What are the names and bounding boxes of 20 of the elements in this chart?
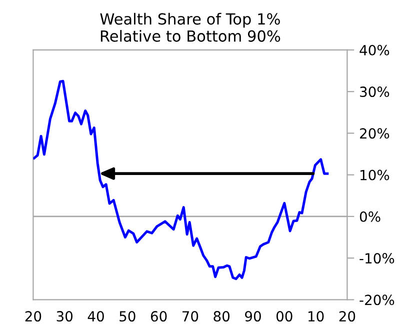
- x-tick-label: 80: [214, 311, 230, 322]
- y-tick-label: 10%: [360, 170, 390, 180]
- x-tick-label: 30: [56, 311, 73, 322]
- y-tick-label: 20%: [360, 128, 390, 139]
- y-tick-label: 0%: [360, 211, 380, 222]
- x-tick-label: 50: [120, 311, 136, 322]
- x-tick-label: 10: [308, 311, 324, 322]
- x-tick-label: 70: [182, 311, 198, 322]
- x-tick-label: 90: [245, 311, 261, 322]
- chart-title: Wealth Share of Top 1% Relative to Bottom 90%: [100, 12, 280, 42]
- y-tick-label: -20%: [360, 294, 394, 306]
- x-tick-label: 60: [150, 311, 167, 322]
- y-tick-label: -10%: [360, 253, 394, 264]
- y-tick-label: 30%: [360, 86, 390, 98]
- y-tick-label: 40%: [360, 44, 390, 56]
- line-series: [33, 80, 329, 280]
- x-tick-label: 20: [339, 311, 356, 322]
- x-tick-label: 40: [88, 311, 104, 322]
- x-tick-label: 00: [276, 311, 292, 322]
- x-tick-label: 20: [25, 311, 42, 322]
